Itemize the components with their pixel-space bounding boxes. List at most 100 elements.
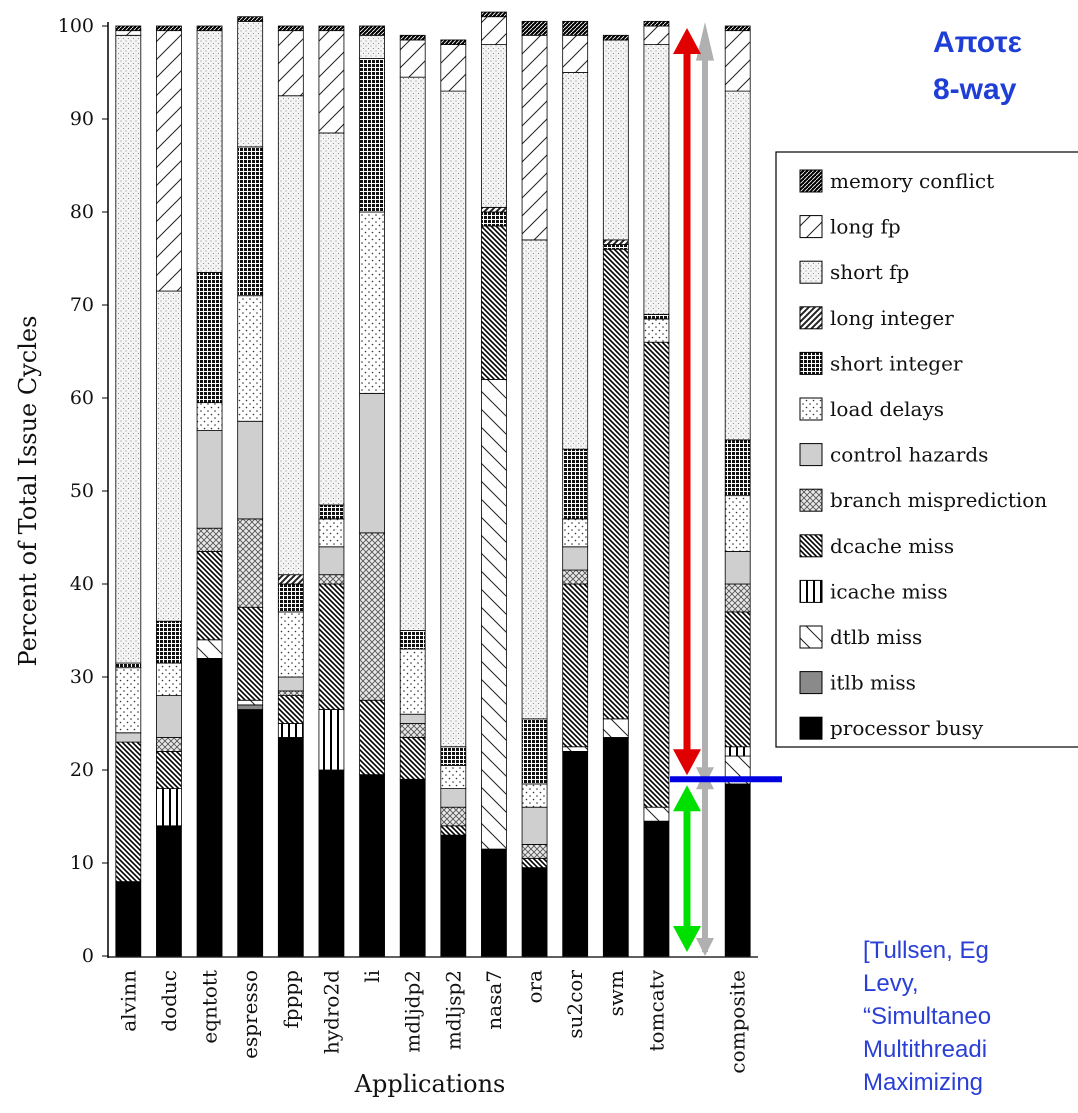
- bar-segment: [156, 788, 182, 827]
- bar-segment: [318, 583, 345, 710]
- bar-segment: [237, 420, 264, 520]
- bar-segment: [521, 34, 548, 241]
- bar-segment: [521, 718, 548, 785]
- legend-item: short fp: [799, 260, 909, 284]
- y-tick-label: 0: [82, 945, 94, 967]
- x-tick-label: fpppp: [279, 970, 303, 1029]
- bar-segment: [318, 25, 345, 32]
- bar-stack: [521, 20, 548, 957]
- bar-segment: [318, 574, 345, 585]
- bar-segment: [115, 741, 142, 882]
- legend-item: long fp: [799, 215, 901, 239]
- bar-segment: [399, 723, 426, 738]
- bar-stack: [237, 16, 264, 957]
- legend-item: icache miss: [799, 579, 948, 603]
- legend-item: memory conflict: [799, 169, 994, 193]
- bar-segment: [196, 639, 223, 659]
- bar-segment: [602, 737, 629, 957]
- bar-stack: [440, 39, 467, 957]
- bar-segment: [115, 667, 142, 734]
- x-tick-label: alvinn: [116, 970, 140, 1032]
- bar-segment: [521, 857, 548, 869]
- legend-item: long integer: [799, 306, 954, 330]
- axes: 0 10 20 30 40 50 60 70 80 90 100 Percent of Total I…: [14, 15, 758, 1098]
- bar-segment: [562, 746, 589, 752]
- bar-segment: [237, 20, 264, 148]
- bar-segment: [196, 527, 223, 552]
- legend-swatch: [799, 169, 823, 193]
- red-arrowhead-up: [673, 28, 701, 54]
- bar-segment: [562, 34, 589, 73]
- bar-segment: [399, 737, 426, 780]
- citation-line: Multithreadi: [863, 1036, 987, 1063]
- y-tick-label: 20: [70, 759, 94, 781]
- bar-segment: [277, 25, 304, 32]
- bar-segment: [156, 751, 182, 790]
- bar-segment: [115, 34, 142, 664]
- legend-item: itlb miss: [799, 671, 916, 695]
- bar-segment: [481, 44, 507, 208]
- bars: [115, 11, 751, 957]
- legend-swatch: [799, 625, 823, 649]
- bar-segment: [156, 25, 182, 32]
- legend-box: [775, 151, 1078, 748]
- bar-segment: [277, 723, 304, 738]
- bar-segment: [156, 662, 182, 696]
- bar-segment: [115, 25, 142, 32]
- bar-segment: [277, 611, 304, 678]
- bar-segment: [521, 239, 548, 720]
- x-tick-label: nasa7: [482, 970, 506, 1030]
- legend-label: branch misprediction: [830, 488, 1047, 512]
- bar-segment: [481, 206, 507, 213]
- bar-segment: [115, 881, 142, 957]
- bar-segment: [481, 225, 507, 380]
- legend-swatch: [799, 716, 823, 740]
- bar-segment: [277, 574, 304, 585]
- bar-segment: [237, 295, 264, 422]
- x-tick-label: eqntott: [198, 970, 222, 1044]
- legend-swatch: [799, 579, 823, 603]
- bar-segment: [562, 546, 589, 571]
- legend-label: dcache miss: [830, 534, 954, 558]
- bar-segment: [359, 699, 385, 776]
- bar-segment: [156, 30, 182, 292]
- bar-segment: [399, 34, 426, 41]
- bar-segment: [196, 430, 223, 529]
- bar-segment: [643, 20, 670, 27]
- bar-segment: [643, 25, 670, 46]
- bar-segment: [237, 518, 264, 608]
- bar-segment: [521, 783, 548, 808]
- y-tick-label: 50: [70, 480, 94, 502]
- legend-swatch: [799, 260, 823, 284]
- bar-stack: [724, 25, 751, 957]
- x-tick-label: ora: [523, 970, 547, 1004]
- bar-segment: [562, 72, 589, 450]
- bar-segment: [724, 611, 751, 748]
- y-tick-label: 70: [70, 294, 94, 316]
- legend-label: long integer: [830, 306, 954, 330]
- x-tick-label: swm: [604, 970, 628, 1016]
- legend-swatch: [799, 215, 823, 239]
- bar-segment: [562, 448, 589, 520]
- legend-swatch: [799, 443, 823, 467]
- bar-segment: [399, 630, 426, 650]
- legend-swatch: [799, 397, 823, 421]
- citation-line: Maximizing: [863, 1069, 983, 1096]
- bar-segment: [399, 39, 426, 78]
- bar-segment: [481, 16, 507, 46]
- bar-segment: [562, 751, 589, 957]
- annotations: [670, 22, 782, 956]
- bar-segment: [643, 341, 670, 808]
- bar-segment: [724, 90, 751, 441]
- green-arrowhead-up: [673, 785, 701, 812]
- x-tick-label: mdljsp2: [441, 970, 465, 1050]
- bar-segment: [237, 699, 264, 706]
- y-tick-label: 40: [70, 573, 94, 595]
- bar-stack: [399, 34, 426, 957]
- bar-segment: [481, 378, 507, 850]
- bar-segment: [602, 239, 629, 245]
- x-tick-label: mdljdp2: [401, 970, 425, 1053]
- legend-label: icache miss: [830, 579, 948, 603]
- bar-segment: [643, 820, 670, 957]
